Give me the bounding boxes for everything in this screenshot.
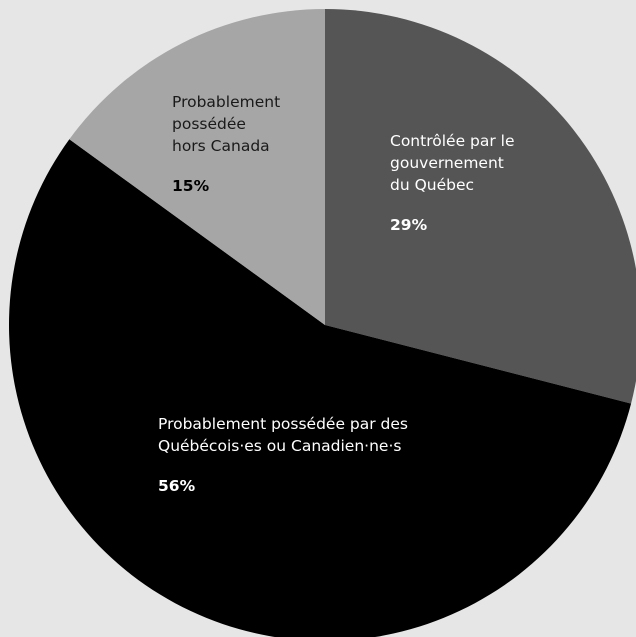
slice-labels: Contrôlée par le gouvernement du Québec 29%… [158,93,515,495]
slice-value-label: 56% [158,477,196,495]
slice-label-group-1: Contrôlée par le gouvernement du Québec 29% [390,132,515,234]
slice-label-group-2: Probablement possédée par des Québécois·e… [158,415,408,495]
slice-label-line: gouvernement [390,154,504,172]
pie-slice-3 [69,9,325,325]
slice-label-group-3: Probablement possédée hors Canada 15% [172,93,280,195]
slice-label-line: Probablement possédée par des [158,415,408,433]
slice-label-line: Québécois·es ou Canadien·ne·s [158,437,401,455]
slice-label-line: possédée [172,115,246,133]
slice-label-line: hors Canada [172,137,270,155]
slice-value-label: 15% [172,177,210,195]
pie-slice-2 [9,139,632,637]
pie-slice-1 [325,9,636,404]
slice-label-line: Probablement [172,93,280,111]
slice-value-label: 29% [390,216,428,234]
pie-slices [9,9,636,637]
slice-label-line: du Québec [390,176,474,194]
slice-label-line: Contrôlée par le [390,132,515,150]
